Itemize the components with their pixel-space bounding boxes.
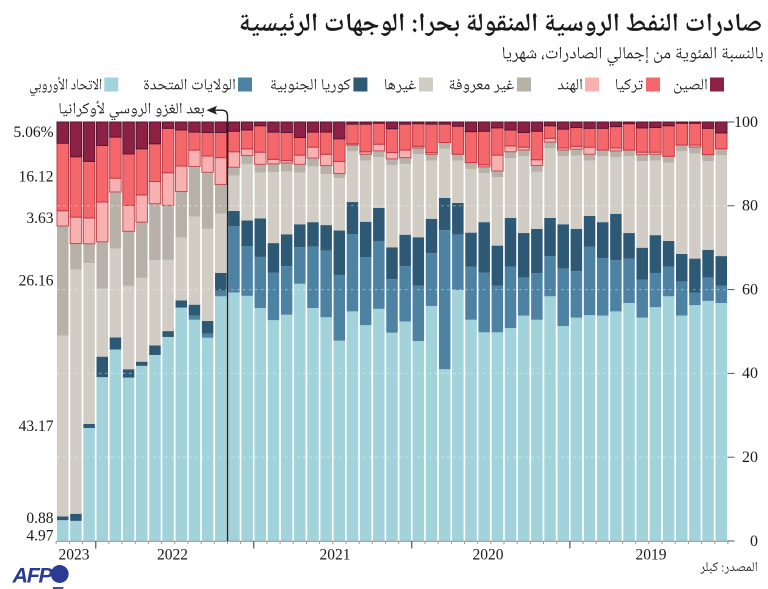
svg-text:2020: 2020 [473,547,504,564]
svg-text:0: 0 [750,533,758,550]
svg-text:2019: 2019 [636,547,667,564]
svg-text:43.17: 43.17 [19,418,54,435]
svg-text:2023: 2023 [59,547,90,564]
svg-text:40: 40 [742,365,758,382]
svg-text:60: 60 [742,281,758,298]
svg-text:0.88: 0.88 [26,510,53,527]
svg-text:16.12: 16.12 [19,168,54,185]
svg-text:AFP: AFP [12,563,54,587]
svg-text:26.16: 26.16 [19,272,54,289]
svg-text:5.06%: 5.06% [13,124,53,141]
svg-text:3.63: 3.63 [26,210,53,227]
svg-text:4.97: 4.97 [26,527,53,544]
svg-text:100: 100 [734,114,758,131]
svg-text:2021: 2021 [320,547,351,564]
svg-text:80: 80 [742,198,758,215]
svg-text:20: 20 [742,449,758,466]
svg-text:2022: 2022 [157,547,188,564]
